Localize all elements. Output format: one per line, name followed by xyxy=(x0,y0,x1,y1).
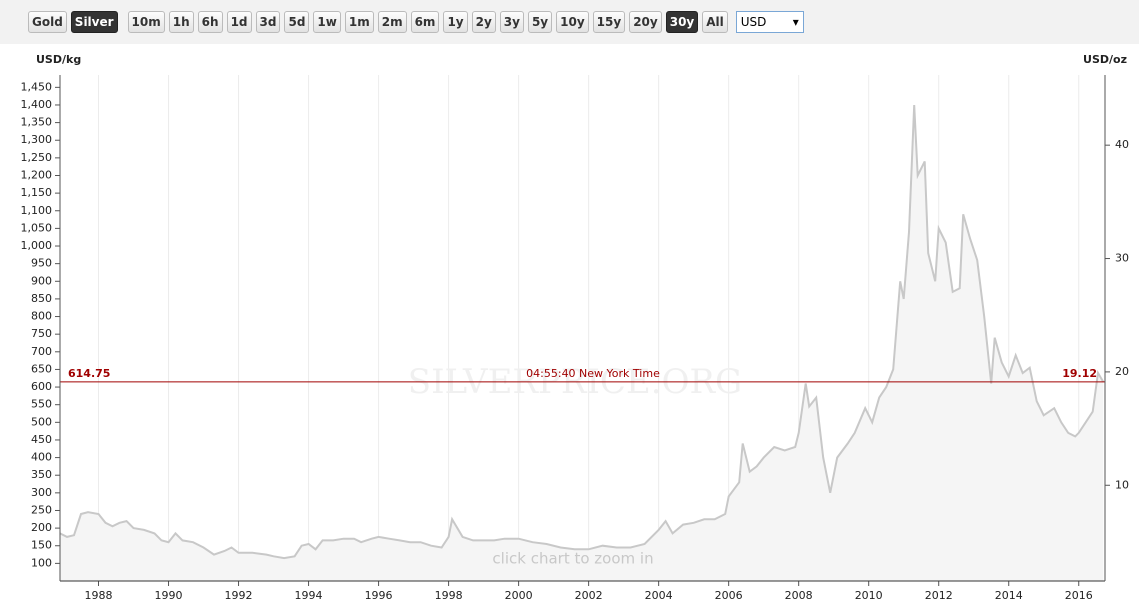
range-button[interactable]: 20y xyxy=(629,11,662,33)
y-tick-label: 350 xyxy=(31,468,52,481)
x-tick-label: 2006 xyxy=(715,589,743,602)
x-tick-label: 2010 xyxy=(855,589,883,602)
y2-tick-label: 40 xyxy=(1115,138,1129,151)
y-tick-label: 700 xyxy=(31,345,52,358)
range-button[interactable]: 3y xyxy=(499,11,524,33)
series-area xyxy=(60,105,1104,581)
range-button[interactable]: Silver xyxy=(70,11,118,33)
range-button[interactable]: 1y xyxy=(443,11,468,33)
y-tick-label: 200 xyxy=(31,521,52,534)
y-tick-label: 1,150 xyxy=(21,186,53,199)
range-button[interactable]: 6m xyxy=(410,11,440,33)
range-button[interactable]: 15y xyxy=(592,11,626,33)
y-tick-label: 550 xyxy=(31,398,52,411)
range-button[interactable]: 1m xyxy=(344,11,374,33)
range-button[interactable]: 2y xyxy=(471,11,496,33)
x-tick-label: 2002 xyxy=(575,589,603,602)
range-button[interactable]: 1w xyxy=(313,11,341,33)
y-tick-label: 450 xyxy=(31,433,52,446)
range-button[interactable]: 2m xyxy=(377,11,407,33)
range-button[interactable]: 10y xyxy=(556,11,589,33)
y-tick-label: 600 xyxy=(31,380,52,393)
y-tick-label: 1,200 xyxy=(21,168,53,181)
x-tick-label: 2014 xyxy=(995,589,1023,602)
y2-tick-label: 30 xyxy=(1115,252,1129,265)
hint: click chart to zoom in xyxy=(492,550,653,568)
x-tick-label: 2004 xyxy=(645,589,673,602)
x-tick-label: 2012 xyxy=(925,589,953,602)
dropdown-arrow: ▾ xyxy=(792,15,799,29)
toolbar: Gold Silver 10m 1h 6h 1d 3d 5d 1w 1m 2m 6m 1y 2y 3y 5y 1… xyxy=(0,0,1139,44)
y-tick-label: 1,450 xyxy=(21,80,53,93)
y-tick-label: 950 xyxy=(31,257,52,270)
range-button[interactable]: 5y xyxy=(527,11,553,33)
range-button[interactable]: 10m xyxy=(127,11,165,33)
range-button[interactable]: 30y xyxy=(665,11,699,33)
y-tick-label: 750 xyxy=(31,327,52,340)
y-tick-label: 500 xyxy=(31,415,52,428)
y-tick-label: 800 xyxy=(31,310,52,323)
y-tick-label: 1,400 xyxy=(21,98,53,111)
y-tick-label: 1,350 xyxy=(21,116,53,129)
range-button[interactable]: Gold xyxy=(28,11,67,33)
y-tick-label: 100 xyxy=(31,556,52,569)
currency-value: USD xyxy=(740,15,767,29)
y-tick-label: 1,100 xyxy=(21,204,53,217)
x-tick-label: 1996 xyxy=(365,589,393,602)
x-tick-label: 2016 xyxy=(1065,589,1093,602)
y-tick-label: 650 xyxy=(31,362,52,375)
y-tick-label: 1,050 xyxy=(21,221,53,234)
x-tick-label: 1988 xyxy=(85,589,113,602)
y2-tick-label: 10 xyxy=(1115,478,1129,491)
y-tick-label: 900 xyxy=(31,274,52,287)
range-button[interactable]: 3d xyxy=(255,11,281,33)
x-tick-label: 1992 xyxy=(225,589,253,602)
y-tick-label: 850 xyxy=(31,292,52,305)
current-time-label: 04:55:40 New York Time xyxy=(526,367,660,380)
series-line xyxy=(59,104,1105,560)
range-button[interactable]: 5d xyxy=(284,11,310,33)
y-tick-label: 250 xyxy=(31,503,52,516)
y-tick-label: 150 xyxy=(31,539,52,552)
current-price-label: 614.75 xyxy=(68,367,110,380)
x-tick-label: 1990 xyxy=(155,589,183,602)
range-button[interactable]: 1d xyxy=(226,11,252,33)
y-tick-label: 300 xyxy=(31,486,52,499)
y2-axis-title: USD/oz xyxy=(1083,53,1127,66)
y-tick-label: 1,250 xyxy=(21,151,53,164)
x-tick-label: 2000 xyxy=(505,589,533,602)
y-tick-label: 1,300 xyxy=(21,133,53,146)
x-tick-label: 1994 xyxy=(295,589,323,602)
y2-tick-label: 20 xyxy=(1115,365,1129,378)
range-button[interactable]: All xyxy=(702,11,728,33)
currency-select[interactable]: USD ▾ xyxy=(735,11,804,33)
x-tick-label: 1998 xyxy=(435,589,463,602)
y-axis-title: USD/kg xyxy=(36,53,81,66)
current-price-y2-label: 19.12 xyxy=(1062,367,1097,380)
y-tick-label: 1,000 xyxy=(21,239,53,252)
range-button[interactable]: 1h xyxy=(168,11,194,33)
x-tick-label: 2008 xyxy=(785,589,813,602)
range-button[interactable]: 6h xyxy=(197,11,223,33)
y-tick-label: 400 xyxy=(31,451,52,464)
